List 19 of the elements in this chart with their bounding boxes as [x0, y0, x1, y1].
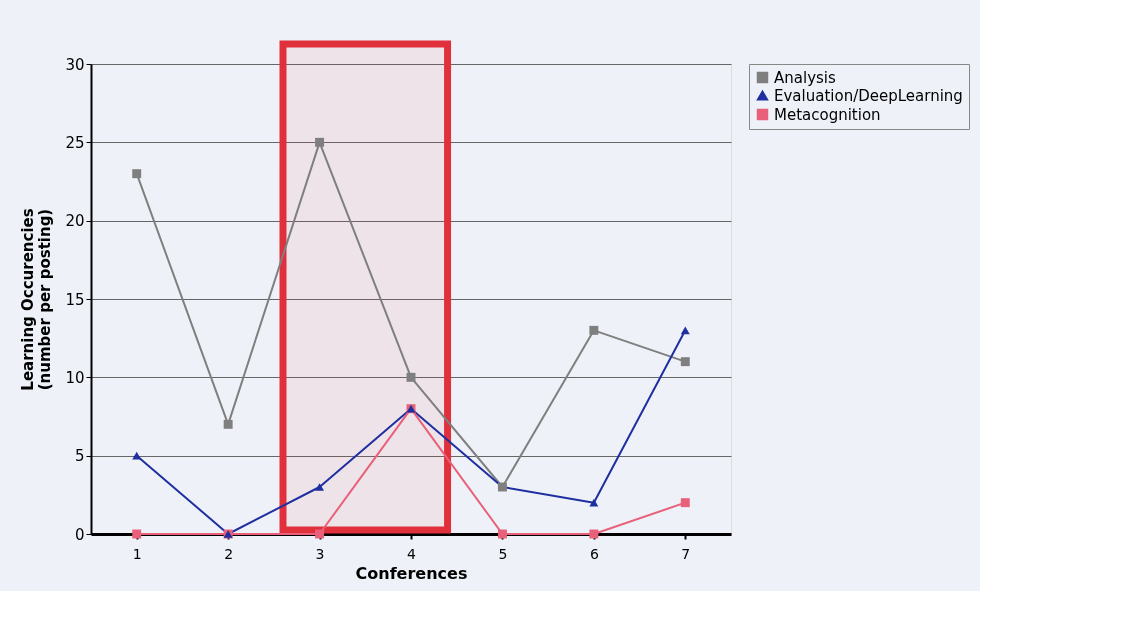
x-tick-label: 7 — [681, 545, 691, 562]
x-axis-title: Conferences — [355, 563, 468, 583]
x-tick-label: 4 — [407, 545, 417, 562]
legend-label: Metacognition — [774, 105, 881, 124]
y-tick-label: 5 — [74, 447, 85, 466]
x-tick-label: 5 — [498, 545, 508, 562]
y-tick-label: 30 — [65, 55, 85, 74]
legend-label: Analysis — [774, 68, 836, 87]
y-tick-label: 0 — [74, 525, 85, 544]
y-tick-label: 20 — [65, 212, 85, 231]
y-axis-title: Learning Occurencies (number per posting) — [19, 208, 55, 391]
x-tick-label: 3 — [315, 545, 325, 562]
x-tick-label: 1 — [132, 545, 142, 562]
y-tick-label: 25 — [65, 133, 85, 152]
legend-label: Evaluation/DeepLearning — [774, 86, 963, 105]
x-tick-label: 2 — [224, 545, 234, 562]
y-tick-label: 15 — [65, 290, 85, 309]
y-tick-label: 10 — [65, 368, 85, 387]
x-tick-label: 6 — [589, 545, 599, 562]
